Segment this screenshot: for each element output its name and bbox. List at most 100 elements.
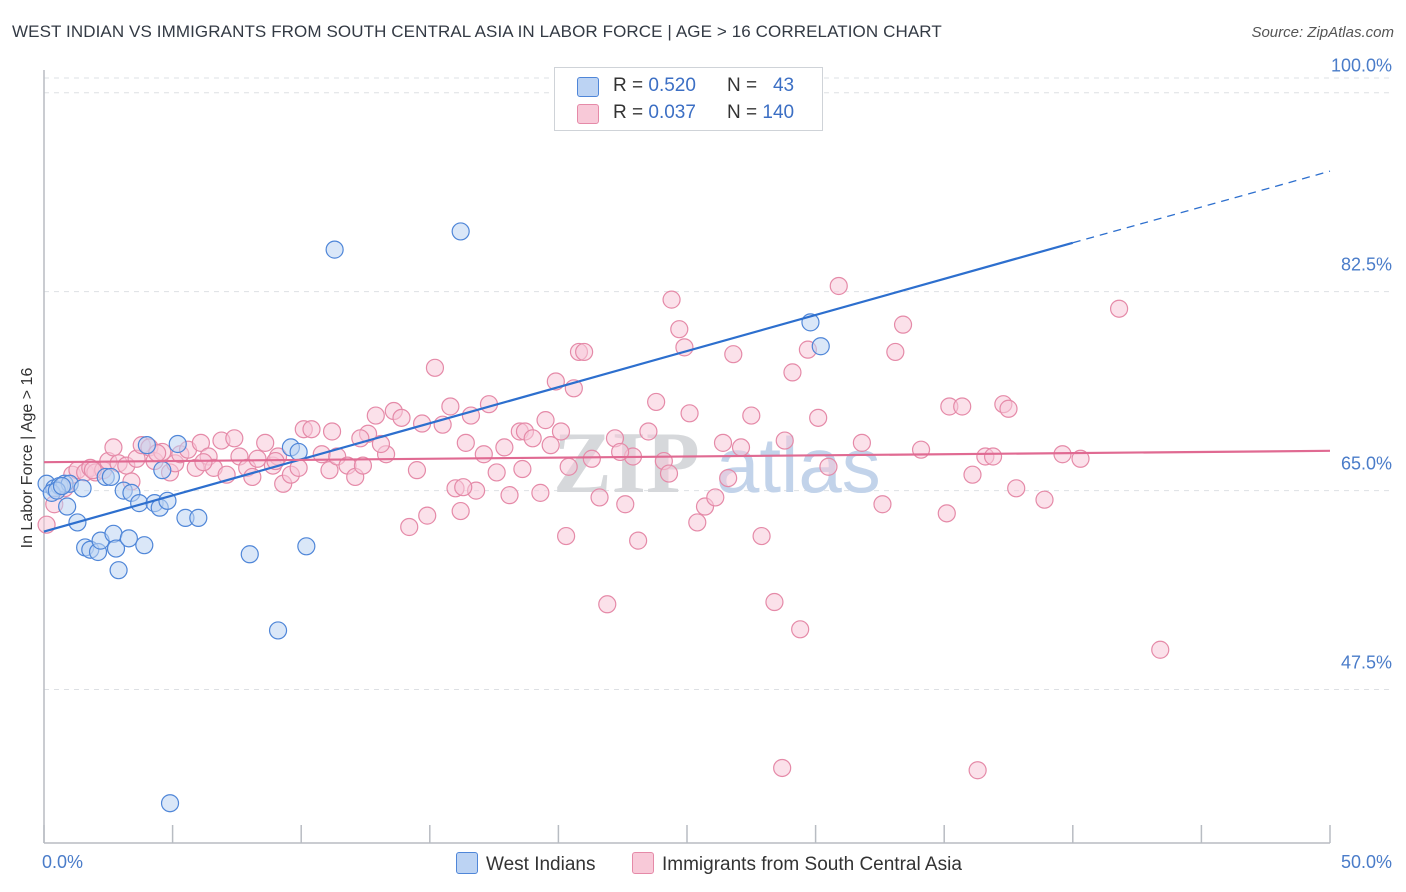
south-central-asia-point xyxy=(873,495,892,514)
south-central-asia-point xyxy=(775,431,794,450)
south-central-asia-point xyxy=(557,526,576,546)
south-central-asia-point xyxy=(886,342,905,362)
south-central-asia-point xyxy=(616,495,635,514)
south-central-asia-point xyxy=(731,438,751,457)
south-central-asia-point xyxy=(791,620,810,639)
south-central-asia-point xyxy=(719,468,738,488)
south-central-asia-point xyxy=(575,342,594,362)
grid-lines xyxy=(44,77,1394,691)
south-central-asia-point xyxy=(536,411,555,430)
west-indian-point xyxy=(189,508,208,527)
south-central-asia-point xyxy=(680,404,699,423)
south-central-asia-point xyxy=(999,399,1018,418)
south-central-asia-point xyxy=(639,422,658,441)
west-indian-point xyxy=(451,222,470,241)
south-central-asia-point xyxy=(963,465,982,484)
south-central-asia-swatch xyxy=(632,852,654,874)
south-central-asia-point xyxy=(662,290,681,309)
west-indian-point xyxy=(137,436,156,455)
south-central-asia-point xyxy=(911,440,931,459)
legend-n-pink: 140 xyxy=(762,102,795,123)
y-tick-label: 82.5% xyxy=(1340,254,1392,275)
axes xyxy=(43,70,1331,844)
y-tick-label: 47.5% xyxy=(1340,652,1392,673)
south-central-asia-point xyxy=(487,463,506,482)
south-central-asia-point xyxy=(983,447,1003,466)
south-central-asia-point xyxy=(829,276,848,296)
south-central-asia-point xyxy=(688,513,707,532)
south-central-asia-point xyxy=(765,592,784,612)
south-central-asia-point xyxy=(937,504,956,523)
south-central-asia-point xyxy=(392,408,411,427)
south-central-asia-point xyxy=(809,408,828,427)
y-tick-label: 65.0% xyxy=(1340,453,1392,474)
west-indian-point xyxy=(153,461,172,480)
x-tick-min: 0.0% xyxy=(42,852,84,872)
west-indian-point xyxy=(160,794,180,813)
legend-n-blue: 43 xyxy=(772,75,795,96)
south-central-asia-point xyxy=(724,345,743,364)
south-central-asia-point xyxy=(451,501,470,521)
south-central-asia-point xyxy=(742,406,761,425)
south-central-asia-point xyxy=(366,406,385,425)
south-central-asia-point xyxy=(256,433,275,452)
west-indian-point xyxy=(109,561,128,580)
west-indian-point xyxy=(73,479,92,498)
west-indian-point xyxy=(52,476,72,496)
south-central-asia-point xyxy=(418,506,437,525)
watermark-atlas: atlas xyxy=(716,421,881,509)
pink-series-points xyxy=(37,276,1170,780)
south-central-asia-point xyxy=(659,464,679,483)
legend-r-pink: 0.037 xyxy=(648,102,696,123)
south-central-asia-point xyxy=(647,392,666,412)
south-central-asia-point xyxy=(670,320,689,339)
west-indian-point xyxy=(135,536,154,555)
south-central-asia-point xyxy=(1071,449,1090,468)
west-indian-trend-line xyxy=(43,241,1074,533)
south-central-asia-point xyxy=(551,422,571,441)
south-central-asia-point xyxy=(1109,299,1129,318)
south-central-asia-point xyxy=(559,457,578,476)
south-central-asia-point xyxy=(407,461,427,480)
west-indian-point xyxy=(58,497,77,516)
legend-swatch-blue xyxy=(577,77,599,97)
west-indian-point xyxy=(240,545,259,564)
west-indian-point xyxy=(268,621,288,640)
south-central-asia-point xyxy=(191,433,210,452)
trend-lines xyxy=(43,170,1331,533)
west-indian-point xyxy=(168,434,187,454)
south-central-asia-point xyxy=(819,457,838,476)
south-central-asia-point xyxy=(1151,640,1170,659)
south-central-asia-point xyxy=(322,422,342,441)
south-central-asia-point xyxy=(225,429,244,448)
south-central-asia-point xyxy=(454,478,473,497)
south-central-asia-point xyxy=(523,429,542,448)
south-central-asia-point xyxy=(441,397,460,416)
legend-swatch-pink xyxy=(577,104,599,124)
south-central-asia-point xyxy=(752,526,771,546)
legend-item-south-central-asia[interactable]: Immigrants from South Central Asia xyxy=(632,852,962,876)
south-central-asia-point xyxy=(541,436,560,455)
legend-box: R = 0.520 N = 43 R = 0.037 N = 140 xyxy=(554,67,823,131)
chart-title: WEST INDIAN VS IMMIGRANTS FROM SOUTH CEN… xyxy=(12,22,942,41)
south-central-asia-point xyxy=(582,449,601,468)
west-indian-trend-extension xyxy=(1072,170,1331,244)
south-central-asia-point xyxy=(852,433,871,452)
south-central-asia-point xyxy=(104,438,123,457)
south-central-asia-point xyxy=(1007,479,1026,498)
south-central-asia-point xyxy=(194,453,213,472)
south-central-asia-point xyxy=(302,420,321,439)
south-central-asia-point xyxy=(495,438,514,457)
south-central-asia-point xyxy=(474,445,493,464)
south-central-asia-point xyxy=(513,459,532,479)
west-indian-point xyxy=(297,537,316,556)
west-indian-point xyxy=(104,524,123,543)
south-central-asia-point xyxy=(783,363,802,382)
legend-item-west-indians[interactable]: West Indians xyxy=(456,852,595,876)
south-central-asia-trend-line xyxy=(43,449,1331,464)
south-central-asia-point xyxy=(706,488,725,507)
west-indian-point xyxy=(811,337,830,356)
bottom-legend: West Indians Immigrants from South Centr… xyxy=(0,852,1406,878)
south-central-asia-point xyxy=(953,397,972,416)
south-central-asia-point xyxy=(456,433,475,452)
